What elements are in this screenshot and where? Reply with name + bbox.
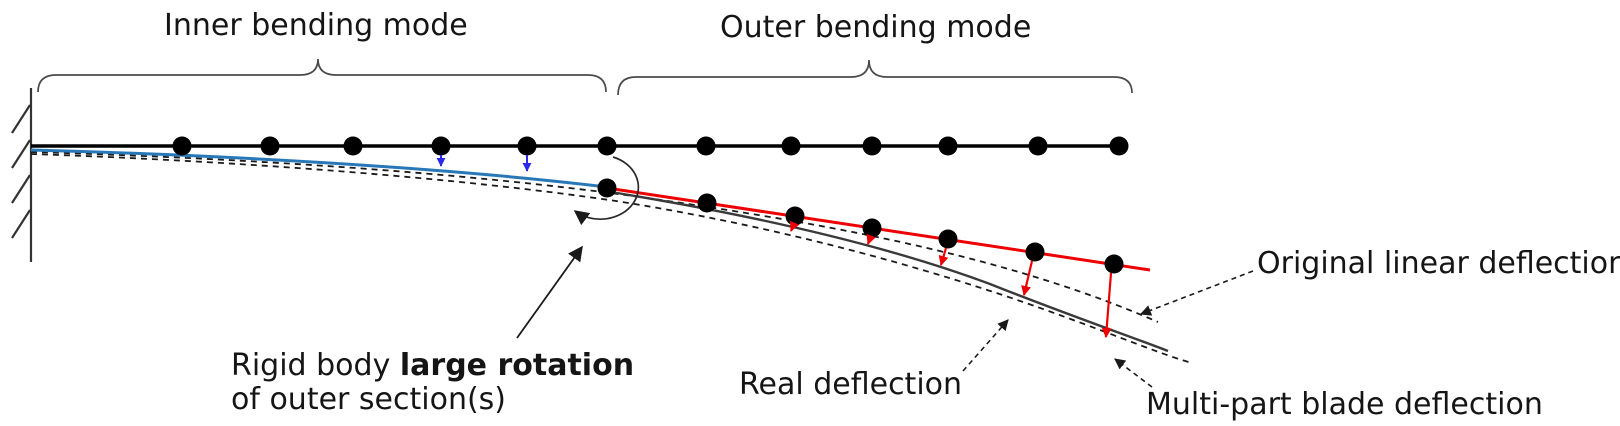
rigid-body-rotation-line1: Rigid body large rotation xyxy=(231,349,634,383)
red-deflection-arrow xyxy=(1021,260,1034,296)
beam-node-dot xyxy=(862,136,882,156)
beam-node-dot xyxy=(781,136,801,156)
outer-node-dot xyxy=(1104,254,1124,274)
beam-node-dot xyxy=(260,136,280,156)
outer-node-dot xyxy=(597,178,617,198)
real-deflection-curve xyxy=(610,190,1169,353)
red-deflection-arrow xyxy=(1101,272,1113,338)
real-deflection-label: Real deflection xyxy=(739,367,963,402)
rotation-arc-icon xyxy=(573,156,640,226)
outer-node-dot xyxy=(862,218,882,238)
outer-node-dot xyxy=(938,229,958,249)
beam-nodes xyxy=(172,136,1129,156)
beam-node-dot xyxy=(172,136,192,156)
support-hatch xyxy=(11,174,31,204)
outer-bending-mode-label: Outer bending mode xyxy=(720,10,1032,45)
inner-mode-brace xyxy=(37,58,607,93)
support-hatch xyxy=(11,104,31,134)
multipart-deflection-curve xyxy=(30,153,1193,364)
outer-deflection-arrows xyxy=(789,220,1113,338)
outer-node-dot xyxy=(785,206,805,226)
beam-node-dot xyxy=(431,136,451,156)
red-deflection-arrow xyxy=(866,233,876,245)
rigid-body-rotation-label: Rigid body large rotation of outer secti… xyxy=(231,349,634,417)
rigid-body-pointer-arrow xyxy=(516,245,583,339)
support-hatch xyxy=(11,209,31,239)
beam-node-dot xyxy=(1109,136,1129,156)
support-hatch xyxy=(11,139,31,169)
original-linear-deflection-curve xyxy=(30,151,1159,323)
beam-node-dot xyxy=(938,136,958,156)
inner-deflection-arrows xyxy=(436,155,532,172)
fixed-support xyxy=(11,88,33,262)
beam-node-dot xyxy=(696,136,716,156)
outer-node-dot xyxy=(697,193,717,213)
multipart-pointer xyxy=(1114,358,1153,388)
rigid-body-text: Rigid body xyxy=(231,348,400,383)
multipart-blade-deflection-label: Multi-part blade deflection xyxy=(1146,387,1543,422)
outer-mode-brace xyxy=(617,59,1133,96)
beam-node-dot xyxy=(343,136,363,156)
beam-node-dot xyxy=(517,136,537,156)
red-deflection-arrow xyxy=(789,220,800,232)
beam-node-dot xyxy=(597,136,617,156)
inner-bending-mode-label: Inner bending mode xyxy=(164,8,468,43)
outer-node-dot xyxy=(1025,242,1045,262)
rigid-body-rotation-line2: of outer section(s) xyxy=(231,382,506,417)
outer-section-nodes xyxy=(597,178,1124,274)
original-linear-deflection-label: Original linear deflection xyxy=(1257,246,1620,281)
red-deflection-arrow xyxy=(938,247,949,266)
beam-node-dot xyxy=(1028,136,1048,156)
inner-bending-curve xyxy=(30,148,608,189)
real-deflection-pointer xyxy=(962,319,1009,372)
large-rotation-text: large rotation xyxy=(399,348,635,383)
original-linear-pointer xyxy=(1139,270,1254,316)
